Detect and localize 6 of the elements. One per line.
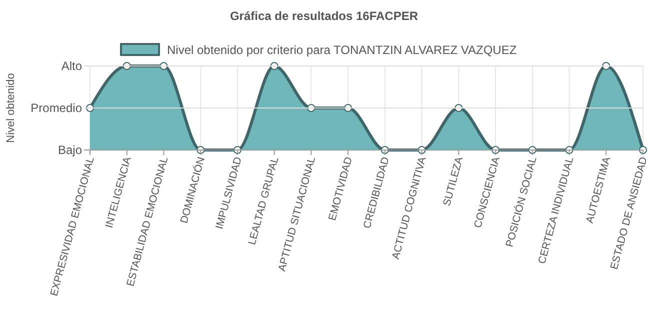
chart-title: Gráfica de resultados 16FACPER (230, 9, 418, 23)
text: Bajo (58, 143, 82, 157)
y-axis-title: Nivel obtenido (5, 73, 17, 143)
ref-line-label: Promedio (30, 101, 82, 115)
series-label: Nivel obtenido por criterio para TONANTZIN ALVAREZ VAZQUEZ (167, 43, 517, 57)
ref-line-label: Alto (61, 59, 82, 73)
